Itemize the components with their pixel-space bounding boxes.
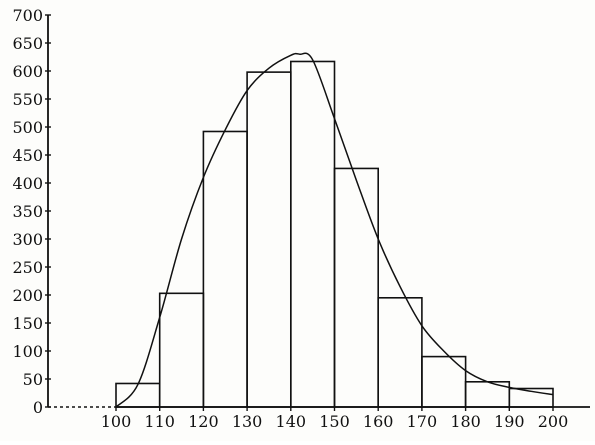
histogram-bar [115,382,161,408]
histogram-bar [246,71,292,408]
y-tick-label: 500 [12,118,43,137]
histogram-bar [289,60,336,408]
histogram-bar [202,130,248,408]
y-tick-label: 200 [12,286,43,305]
y-tick-label: 150 [12,314,43,333]
x-tick-label: 160 [363,412,394,431]
y-axis-ticks: 0 50 100 150 200 250 300 350 400 450 500 550 600 650 7… [12,6,51,417]
y-tick-label: 450 [12,146,43,165]
y-tick-label: 550 [12,90,43,109]
x-tick-label: 140 [276,412,307,431]
x-tick-label: 130 [232,412,263,431]
fitted-curve-group [115,52,554,408]
x-tick-label: 150 [319,412,350,431]
histogram-bar [333,167,380,408]
histogram-bar [421,355,467,408]
y-tick-label: 350 [12,202,43,221]
x-tick-label: 190 [494,412,525,431]
histogram-bars [115,60,554,408]
histogram-bar [158,292,205,408]
x-tick-label: 170 [407,412,438,431]
y-tick-label: 400 [12,174,43,193]
x-tick-label: 200 [538,412,569,431]
y-tick-label: 250 [12,258,43,277]
x-tick-label: 180 [450,412,481,431]
y-tick-label: 0 [33,398,43,417]
y-tick-label: 100 [12,342,43,361]
y-tick-label: 50 [23,370,43,389]
x-tick-label: 120 [188,412,219,431]
y-tick-label: 650 [12,34,43,53]
fitted-curve [115,52,554,408]
x-tick-label: 100 [101,412,132,431]
y-tick-label: 700 [12,6,43,25]
x-tick-label: 110 [144,412,175,431]
y-tick-label: 600 [12,62,43,81]
y-tick-label: 300 [12,230,43,249]
x-axis-ticks: 100 110 120 130 140 150 160 170 180 190 200 [101,407,569,431]
